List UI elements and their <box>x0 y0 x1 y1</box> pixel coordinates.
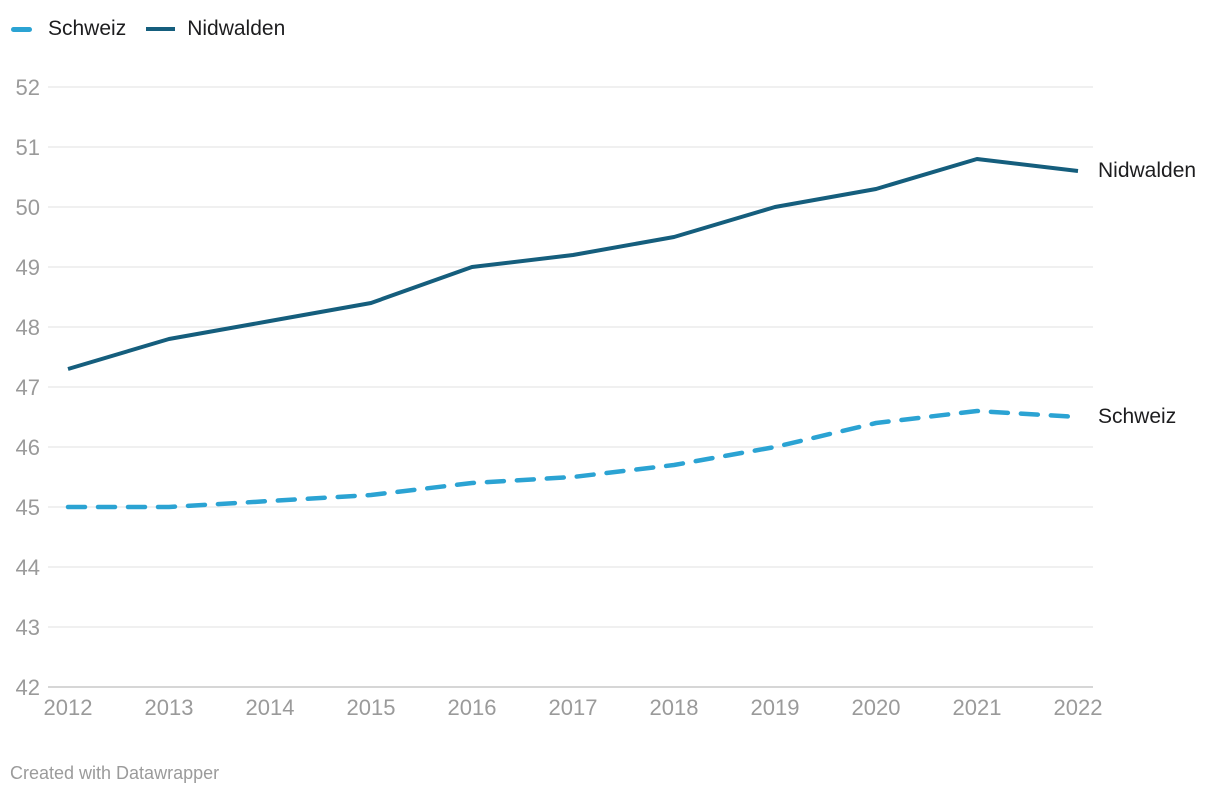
y-tick-label-43: 43 <box>16 615 40 640</box>
y-tick-label-46: 46 <box>16 435 40 460</box>
x-tick-label-2022: 2022 <box>1054 695 1103 720</box>
x-tick-label-2012: 2012 <box>44 695 93 720</box>
series-end-label-nidwalden: Nidwalden <box>1098 159 1197 182</box>
legend-item-schweiz: Schweiz <box>11 17 126 41</box>
legend-label-nidwalden: Nidwalden <box>187 17 286 40</box>
x-tick-label-2016: 2016 <box>448 695 497 720</box>
y-tick-label-52: 52 <box>16 75 40 100</box>
x-tick-label-2014: 2014 <box>246 695 295 720</box>
x-tick-label-2018: 2018 <box>650 695 699 720</box>
y-tick-label-42: 42 <box>16 675 40 700</box>
y-tick-label-45: 45 <box>16 495 40 520</box>
legend-label-schweiz: Schweiz <box>48 17 127 40</box>
legend: Schweiz Nidwalden <box>11 17 305 41</box>
x-tick-label-2020: 2020 <box>852 695 901 720</box>
y-tick-label-48: 48 <box>16 315 40 340</box>
series-line-nidwalden <box>67 157 1079 371</box>
legend-swatch-line-icon <box>146 27 176 31</box>
y-tick-label-47: 47 <box>16 375 40 400</box>
y-tick-label-44: 44 <box>16 555 40 580</box>
datawrapper-credit: Created with Datawrapper <box>10 763 220 783</box>
legend-item-nidwalden: Nidwalden <box>146 17 285 41</box>
y-tick-label-49: 49 <box>16 255 40 280</box>
y-tick-label-50: 50 <box>16 195 40 220</box>
series-end-label-schweiz: Schweiz <box>1098 405 1177 428</box>
legend-swatch-dash-icon <box>11 26 32 32</box>
y-tick-label-51: 51 <box>16 135 40 160</box>
x-tick-label-2021: 2021 <box>953 695 1002 720</box>
x-tick-label-2015: 2015 <box>347 695 396 720</box>
x-tick-label-2019: 2019 <box>751 695 800 720</box>
x-tick-label-2017: 2017 <box>549 695 598 720</box>
series-line-schweiz <box>65 408 1081 510</box>
x-tick-label-2013: 2013 <box>145 695 194 720</box>
